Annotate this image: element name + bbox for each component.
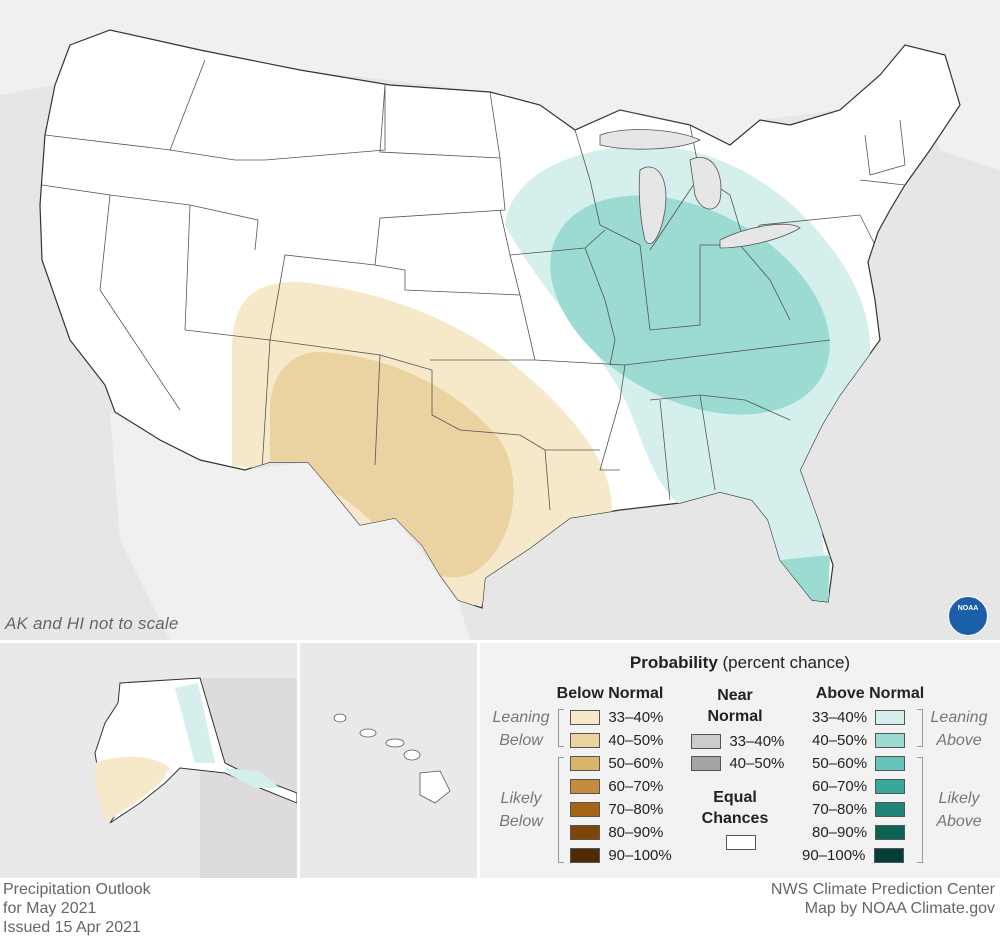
noaa-logo[interactable]: NOAA [948,596,988,636]
alaska-inset [0,643,297,878]
leaning-below-bracket [558,709,564,747]
above-row: 40–50% [812,729,905,751]
likely-above-label: Likely Above [922,787,996,833]
outlook-period: for May 2021 [3,899,151,918]
swatch-near-33-40 [691,734,721,749]
swatch-above-33-40 [875,710,905,725]
swatch-below-70-80 [570,802,600,817]
above-row: 90–100% [802,844,904,866]
near-row: 33–40% [691,730,784,752]
swatch-near-40-50 [691,756,721,771]
legend-title: Probability (percent chance) [480,653,1000,673]
swatch-above-90-100 [874,848,904,863]
equal-chances-heading: Equal Chances [695,787,775,829]
likely-above-bracket [917,757,923,863]
swatch-below-80-90 [570,825,600,840]
swatch-above-80-90 [875,825,905,840]
alaska-map-graphic [0,643,297,878]
outlook-info: Precipitation Outlook for May 2021 Issue… [3,880,151,937]
legend-panel: Probability (percent chance) Below Norma… [480,643,1000,878]
swatch-below-60-70 [570,779,600,794]
swatch-above-50-60 [875,756,905,771]
scale-note: AK and HI not to scale [5,614,179,634]
credit-source: NWS Climate Prediction Center [771,880,995,899]
above-row: 80–90% [812,821,905,843]
above-row: 33–40% [812,706,905,728]
alaska-below-area [95,757,170,823]
leaning-above-label: Leaning Above [922,706,996,752]
near-normal-heading: Near Normal [695,685,775,727]
swatch-below-40-50 [570,733,600,748]
swatch-below-50-60 [570,756,600,771]
leaning-below-label: Leaning Below [480,706,562,752]
swatch-equal-chances [726,835,756,850]
conus-map-graphic [0,0,1000,640]
likely-below-label: Likely Below [480,787,562,833]
leaning-above-bracket [917,709,923,747]
below-row: 50–60% [570,752,663,774]
below-normal-heading: Below Normal [550,685,670,703]
above-row: 70–80% [812,798,905,820]
above-row: 60–70% [812,775,905,797]
near-row: 40–50% [691,752,784,774]
issued-date: Issued 15 Apr 2021 [3,918,151,937]
likely-below-bracket [558,757,564,863]
above-normal-heading: Above Normal [808,685,932,703]
above-row: 50–60% [812,752,905,774]
conus-map: AK and HI not to scale NOAA [0,0,1000,640]
below-row: 40–50% [570,729,663,751]
below-row: 90–100% [570,844,672,866]
hawaii-inset [300,643,477,878]
swatch-above-70-80 [875,802,905,817]
florida-above-area [780,555,830,602]
below-row: 60–70% [570,775,663,797]
swatch-above-60-70 [875,779,905,794]
outlook-title: Precipitation Outlook [3,880,151,899]
swatch-below-90-100 [570,848,600,863]
swatch-below-33-40 [570,710,600,725]
below-row: 70–80% [570,798,663,820]
credits: NWS Climate Prediction Center Map by NOA… [771,880,995,918]
below-row: 80–90% [570,821,663,843]
hawaii-map-graphic [300,643,477,878]
credit-map: Map by NOAA Climate.gov [771,899,995,918]
below-row: 33–40% [570,706,663,728]
swatch-above-40-50 [875,733,905,748]
